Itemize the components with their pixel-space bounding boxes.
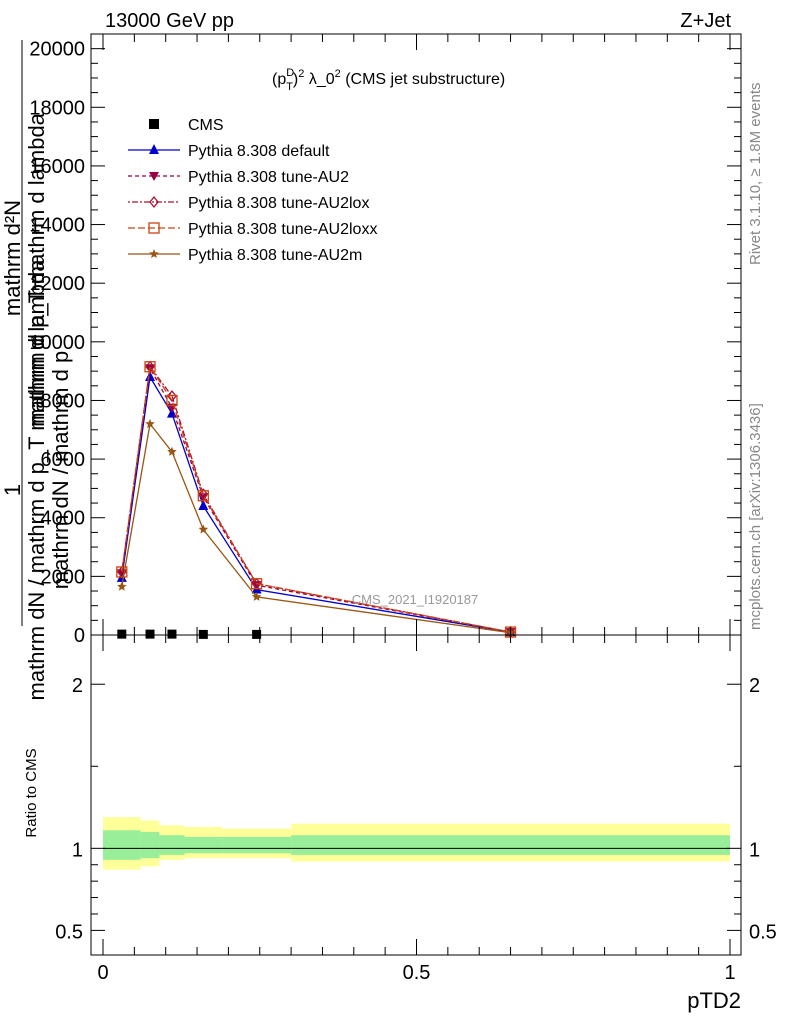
series-line (121, 422, 511, 634)
data-point (144, 361, 156, 373)
legend: CMS Pythia 8.308 default Pythia 8.308 tune… (128, 117, 377, 264)
series-line (121, 375, 511, 633)
series-line (121, 366, 511, 633)
main-y-tick-label: 10000 (29, 332, 85, 354)
data-point (149, 119, 159, 129)
ratio-band-green (103, 830, 141, 860)
data-point (149, 144, 159, 154)
series-line (121, 364, 511, 633)
x-axis: 0 0.5 1 (97, 34, 736, 984)
ylabel-fragment-5: mathrm dN / mathrm d p (48, 351, 73, 589)
data-point (145, 371, 156, 382)
data-point (251, 581, 262, 591)
ratio-band-green (222, 836, 292, 854)
legend-label: Pythia 8.308 default (188, 143, 330, 160)
analysis-watermark: CMS_2021_I1920187 (352, 592, 479, 607)
data-point (145, 418, 155, 428)
data-point (198, 629, 208, 639)
ratio-y-tick-label: 2 (72, 675, 83, 697)
ratio-band-green (291, 835, 730, 855)
main-y-tick-label: 8000 (41, 390, 86, 412)
ratio-plot-frame (90, 634, 742, 956)
main-y-tick-label: 4000 (41, 508, 86, 530)
header-right: Z+Jet (680, 10, 731, 32)
series-pythia-8-308-tune-au2loxx (116, 361, 517, 638)
data-point (198, 524, 209, 534)
ratio-band-green (184, 836, 223, 854)
data-point (198, 500, 209, 511)
legend-item: CMS (149, 117, 224, 134)
legend-label: Pythia 8.308 tune-AU2loxx (188, 221, 377, 238)
data-point (145, 629, 155, 639)
main-y-tick-label: 12000 (29, 273, 85, 295)
data-point (198, 488, 209, 501)
data-point (148, 222, 160, 234)
ylabel-fragment-4: mathrm dN / mathrm d p_T mathrm d lambda (24, 259, 49, 701)
data-point (197, 490, 209, 502)
legend-label: Pythia 8.308 tune-AU2m (188, 247, 362, 264)
ratio-y-tick-label: 0.5 (55, 921, 83, 943)
main-y-axis-label: mathrm d²N 1 mathrm d p_T mathrm d lambd… (0, 40, 73, 700)
legend-item: Pythia 8.308 tune-AU2m (128, 247, 362, 264)
main-y-tick-label: 6000 (41, 449, 86, 471)
ratio-y-axis: 0.5 0.5 1 1 2 2 (55, 675, 777, 943)
data-point (250, 578, 263, 590)
mcplots-label: mcplots.cern.ch [arXiv:1306.3436] (747, 403, 764, 630)
legend-label: Pythia 8.308 tune-AU2lox (188, 195, 369, 212)
data-point (149, 172, 159, 181)
ylabel-fragment-2: 1 (0, 484, 25, 496)
x-axis-label: pTD2 (687, 988, 741, 1013)
header-left: 13000 GeV pp (105, 10, 234, 32)
ratio-bands (103, 817, 730, 870)
legend-label: CMS (188, 117, 224, 134)
rivet-version-label: Rivet 3.1.10, ≥ 1.8M events (747, 83, 764, 266)
data-point (117, 581, 127, 591)
x-tick-label: 0 (97, 962, 108, 984)
x-tick-label: 1 (724, 962, 735, 984)
main-y-axis: 0 2000 4000 6000 8000 10000 12000 14000 16000 180… (29, 39, 741, 647)
ratio-y-tick-label-right: 2 (749, 675, 760, 697)
ylabel-fragment-3: mathrm d p_T mathrm d lambda (24, 112, 49, 427)
data-point (116, 566, 128, 578)
legend-label: Pythia 8.308 tune-AU2 (188, 169, 349, 186)
ratio-y-tick-label-right: 1 (749, 839, 760, 861)
data-point (117, 629, 127, 639)
data-point (149, 249, 159, 258)
x-tick-label: 0.5 (403, 962, 431, 984)
series-cms (117, 629, 262, 639)
main-y-tick-label: 2000 (41, 566, 86, 588)
main-y-tick-label: 14000 (29, 215, 85, 237)
ratio-band-green (159, 835, 185, 855)
data-point (149, 195, 159, 209)
legend-item: Pythia 8.308 tune-AU2loxx (128, 221, 377, 238)
main-y-tick-label: 18000 (29, 97, 85, 119)
data-point (167, 390, 177, 403)
main-y-tick-label: 20000 (29, 39, 85, 61)
main-y-tick-label: 16000 (29, 156, 85, 178)
plot-title: (pD T)2 λ_02 (CMS jet substructure) (272, 67, 505, 93)
data-point (167, 629, 177, 639)
legend-item: Pythia 8.308 tune-AU2lox (128, 195, 369, 212)
data-point (166, 394, 178, 407)
main-y-tick-label: 0 (74, 625, 85, 647)
legend-item: Pythia 8.308 default (128, 143, 330, 160)
data-point (251, 591, 262, 601)
ratio-band-green (140, 831, 160, 859)
data-point (167, 446, 177, 456)
data-point (252, 629, 262, 639)
ratio-y-tick-label: 1 (72, 839, 83, 861)
ratio-y-tick-label-right: 0.5 (749, 921, 777, 943)
ylabel-fragment-1: mathrm d²N (0, 200, 25, 316)
legend-item: Pythia 8.308 tune-AU2 (128, 169, 349, 186)
ratio-y-axis-label: Ratio to CMS (23, 748, 40, 837)
